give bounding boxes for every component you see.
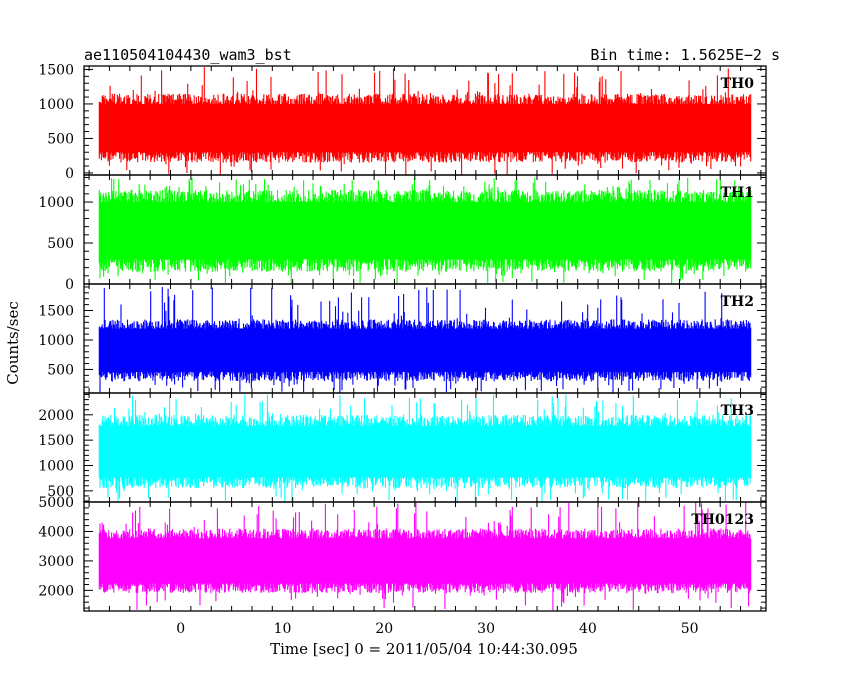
panel-frame — [83, 501, 767, 612]
panel-th2: 500 1000 1500 TH2 — [38, 283, 767, 394]
x-tick-label: 50 — [681, 621, 699, 637]
y-tick-label: 3000 — [38, 554, 74, 570]
y-tick-label: 1500 — [38, 62, 74, 78]
y-axis-label: Counts/sec — [4, 301, 22, 385]
y-tick-label: 1000 — [38, 97, 74, 113]
y-tick-label: 2000 — [38, 583, 74, 599]
series-th2 — [98, 287, 752, 393]
y-tick-label: 500 — [47, 362, 74, 378]
y-tick-label: 1000 — [38, 333, 74, 349]
chart-title-right: Bin time: 1.5625E−2 s — [590, 46, 780, 64]
x-tick-label: 10 — [274, 621, 292, 637]
y-tick-label: 2000 — [38, 408, 74, 424]
chart-title-left: ae110504104430_wam3_bst — [84, 46, 292, 64]
y-tick-label: 1500 — [38, 304, 74, 320]
series-th0 — [98, 67, 752, 175]
panel-th0: 0 500 1000 1500 TH0 — [38, 62, 767, 182]
x-tick-label: 20 — [375, 621, 393, 637]
panel-label-th1: TH1 — [721, 185, 754, 201]
panel-th0123: 2000 3000 4000 5000 TH0123 — [38, 495, 767, 612]
x-tick-label: 0 — [176, 621, 185, 637]
x-axis-label: Time [sec] 0 = 2011/05/04 10:44:30.095 — [270, 640, 578, 658]
panel-label-th0123: TH0123 — [691, 512, 754, 528]
y-tick-label: 0 — [65, 166, 74, 182]
series-th0123 — [98, 502, 752, 611]
y-tick-label: 5000 — [38, 495, 74, 511]
panel-label-th2: TH2 — [721, 294, 754, 310]
series-th1 — [98, 177, 752, 284]
x-tick-label: 30 — [477, 621, 495, 637]
y-tick-label: 0 — [65, 277, 74, 293]
y-tick-label: 500 — [47, 484, 74, 500]
y-tick-label: 500 — [47, 236, 74, 252]
panel-label-th3: TH3 — [721, 403, 754, 419]
y-tick-label: 1000 — [38, 195, 74, 211]
panel-th3: 500 1000 1500 2000 TH3 — [38, 392, 767, 503]
panel-th1: 0 500 1000 TH1 — [38, 174, 767, 293]
panels-layer: 050010001500TH005001000TH150010001500TH2… — [38, 62, 767, 637]
y-tick-label: 1500 — [38, 433, 74, 449]
panel-label-th0: TH0 — [721, 76, 755, 92]
x-tick-label: 40 — [579, 621, 597, 637]
series-th3 — [98, 394, 752, 502]
y-tick-label: 500 — [47, 131, 74, 147]
y-tick-label: 1000 — [38, 458, 74, 474]
y-tick-label: 4000 — [38, 524, 74, 540]
